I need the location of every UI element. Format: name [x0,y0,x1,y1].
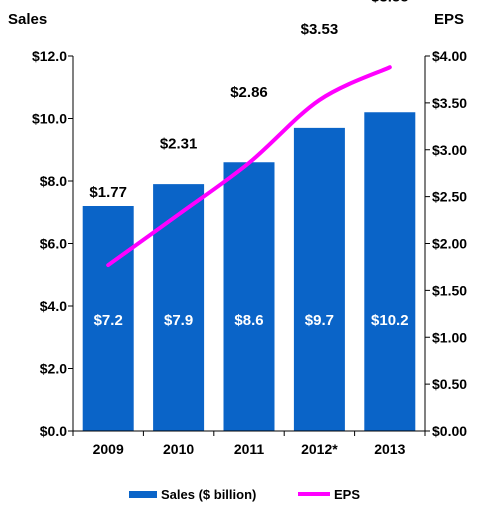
x-tick-label: 2011 [234,441,265,457]
sales-bar [223,162,275,431]
sales-bar [364,112,416,431]
x-tick-label: 2012* [301,441,338,457]
sales-bar [153,184,205,431]
right-tick-label: $3.50 [432,95,467,111]
sales-data-label: $7.9 [164,312,193,329]
plot-area: $0.0 $2.0 $4.0 $6.0 $8.0 $10.0 $12.0 $0.00 $0.50… [32,0,467,457]
left-tick-label: $2.0 [40,361,67,377]
right-axis-title: EPS [434,11,464,28]
left-tick-label: $6.0 [40,236,67,252]
right-tick-label: $1.50 [432,282,467,298]
eps-data-label: $2.86 [230,84,268,101]
right-tick-label: $2.50 [432,189,467,205]
right-tick-label: $2.00 [432,236,467,252]
eps-data-label: $1.77 [89,184,127,201]
x-tick-label: 2009 [93,441,124,457]
x-tick-label: 2013 [374,441,405,457]
sales-bar [293,127,345,431]
right-tick-label: $3.00 [432,142,467,158]
eps-data-label: $3.53 [301,21,339,38]
right-tick-label: $0.00 [432,423,467,439]
legend-sales-label: Sales ($ billion) [161,487,256,502]
left-tick-label: $10.0 [32,111,67,127]
right-tick-label: $0.50 [432,376,467,392]
sales-data-label: $8.6 [234,312,263,329]
eps-data-label: $2.31 [160,135,198,152]
sales-data-label: $10.2 [371,312,409,329]
right-tick-label: $1.00 [432,329,467,345]
left-tick-label: $12.0 [32,48,67,64]
left-tick-label: $8.0 [40,173,67,189]
left-tick-label: $4.0 [40,298,67,314]
legend-eps-label: EPS [334,487,360,502]
legend: Sales ($ billion) EPS [129,487,360,502]
right-tick-label: $4.00 [432,48,467,64]
x-tick-label: 2010 [163,441,194,457]
legend-sales-swatch [129,491,157,498]
eps-data-label: $3.88 [371,0,409,5]
left-axis-title: Sales [8,11,47,28]
left-axis-title-group: Sales [8,11,47,28]
sales-bar [82,206,134,431]
left-tick-label: $0.0 [40,423,67,439]
right-axis-title-group: EPS [434,11,464,28]
sales-data-label: $7.2 [94,312,123,329]
sales-data-label: $9.7 [305,312,334,329]
